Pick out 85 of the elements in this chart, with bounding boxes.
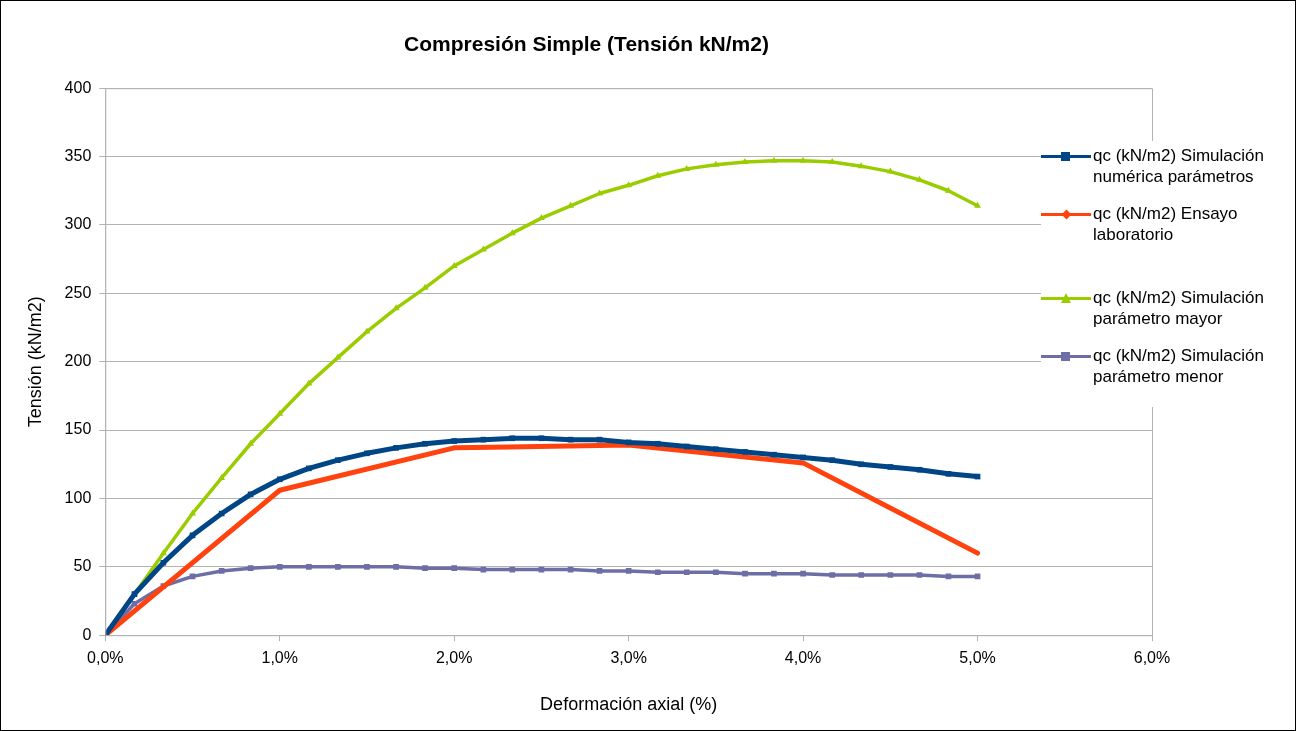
point bbox=[422, 565, 428, 572]
point bbox=[683, 569, 690, 576]
point bbox=[160, 559, 167, 566]
point bbox=[509, 435, 516, 442]
x-tick-label: 5,0% bbox=[959, 649, 996, 667]
y-tick-label: 400 bbox=[64, 78, 92, 96]
point bbox=[567, 201, 575, 208]
point bbox=[887, 572, 894, 578]
point bbox=[770, 156, 778, 163]
point bbox=[276, 476, 283, 483]
y-tick-label: 150 bbox=[64, 420, 92, 438]
point bbox=[683, 443, 690, 450]
y-tick-label: 200 bbox=[64, 352, 92, 370]
point bbox=[218, 568, 225, 574]
point bbox=[829, 572, 836, 578]
point bbox=[247, 439, 255, 446]
y-tick-label: 350 bbox=[64, 146, 92, 164]
point bbox=[131, 600, 138, 607]
point bbox=[829, 457, 836, 463]
point bbox=[305, 379, 313, 386]
point bbox=[944, 186, 952, 193]
point bbox=[596, 568, 603, 574]
point bbox=[306, 465, 312, 472]
y-tick-label: 300 bbox=[64, 215, 92, 233]
point bbox=[858, 461, 865, 468]
point bbox=[625, 568, 632, 574]
point bbox=[334, 353, 342, 360]
point bbox=[974, 201, 982, 208]
point bbox=[335, 564, 341, 570]
x-tick-label: 4,0% bbox=[784, 649, 822, 667]
point bbox=[364, 450, 370, 457]
x-tick-label: 6,0% bbox=[1133, 649, 1171, 667]
x-tick-label: 3,0% bbox=[610, 649, 647, 667]
point bbox=[509, 566, 516, 573]
legend-label: qc (kN/m2) Simulación parámetro mayor bbox=[1093, 287, 1265, 329]
point bbox=[451, 565, 458, 572]
point bbox=[393, 445, 399, 451]
y-tick-label: 250 bbox=[64, 283, 92, 301]
chart-title: Compresión Simple (Tensión kN/m2) bbox=[404, 32, 769, 56]
point bbox=[742, 570, 748, 577]
point bbox=[218, 473, 226, 480]
point bbox=[247, 565, 254, 572]
y-axis-title: Tensión (kN/m2) bbox=[24, 296, 45, 428]
legend-label: qc (kN/m2) Simulación parámetro menor bbox=[1093, 345, 1265, 387]
point bbox=[771, 451, 777, 458]
point bbox=[159, 549, 167, 556]
point bbox=[712, 160, 720, 167]
point bbox=[363, 327, 371, 334]
y-tick-label: 100 bbox=[64, 488, 92, 506]
point bbox=[742, 449, 748, 455]
point bbox=[945, 471, 952, 477]
point bbox=[393, 564, 399, 570]
point bbox=[858, 572, 865, 578]
x-tick-label: 2,0% bbox=[435, 649, 473, 667]
point bbox=[364, 564, 370, 570]
point bbox=[916, 572, 923, 578]
point bbox=[713, 569, 719, 576]
legend-label: qc (kN/m2) Simulación numérica parámetros bbox=[1093, 145, 1265, 187]
x-tick-label: 0,0% bbox=[87, 649, 124, 667]
x-tick-label: 1,0% bbox=[261, 649, 298, 667]
point bbox=[887, 464, 894, 470]
point bbox=[451, 438, 458, 444]
point bbox=[625, 181, 633, 188]
point bbox=[800, 570, 806, 577]
point bbox=[306, 564, 312, 570]
point bbox=[276, 409, 284, 416]
point bbox=[799, 156, 807, 163]
point bbox=[916, 466, 923, 473]
point bbox=[771, 570, 777, 577]
point bbox=[886, 167, 894, 174]
point bbox=[335, 457, 341, 463]
point bbox=[276, 564, 283, 570]
point bbox=[421, 283, 429, 290]
point bbox=[654, 440, 661, 447]
point bbox=[915, 175, 923, 182]
x-axis-title: Deformación axial (%) bbox=[540, 694, 718, 715]
point bbox=[422, 440, 428, 447]
point bbox=[713, 446, 719, 453]
y-tick-label: 0 bbox=[82, 625, 92, 643]
point bbox=[538, 435, 545, 442]
point bbox=[654, 569, 661, 576]
y-tick-label: 50 bbox=[73, 557, 92, 575]
legend-label: qc (kN/m2) Ensayo laboratorio bbox=[1093, 203, 1239, 245]
point bbox=[857, 162, 865, 169]
point bbox=[800, 454, 806, 461]
